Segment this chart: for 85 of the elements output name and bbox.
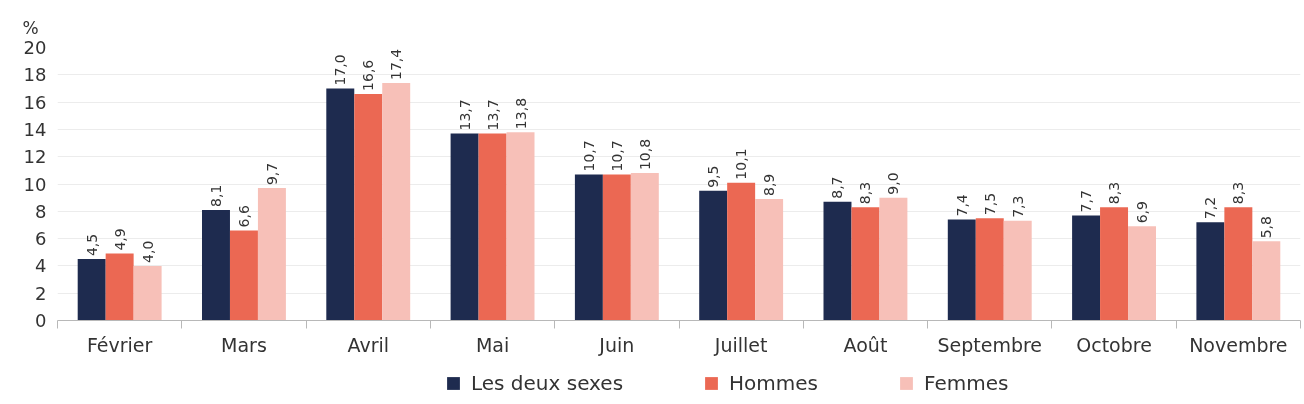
- bar: [257, 188, 286, 321]
- y-tick-label: 14: [23, 118, 47, 140]
- data-label: 9,0: [885, 172, 902, 195]
- data-label: 9,5: [705, 165, 722, 188]
- data-label: 13,7: [484, 99, 501, 131]
- x-tick-label: Mai: [475, 333, 510, 356]
- bar: [1196, 222, 1225, 321]
- data-label: 16,6: [360, 59, 377, 91]
- x-tick-label: Octobre: [1076, 333, 1152, 356]
- bar: [506, 132, 535, 321]
- legend-label: Femmes: [924, 371, 1009, 395]
- legend-label: Hommes: [729, 371, 819, 395]
- data-label: 7,4: [953, 194, 970, 217]
- x-tick-label: Août: [843, 333, 888, 356]
- data-label: 8,1: [207, 184, 224, 207]
- bar: [202, 209, 230, 321]
- x-tick-label: Septembre: [937, 333, 1043, 356]
- data-label: 10,7: [608, 140, 625, 172]
- bar: [823, 201, 852, 321]
- bar: [602, 174, 631, 321]
- x-tick-label: Juin: [598, 333, 635, 356]
- y-axis-title: %: [22, 17, 39, 38]
- x-tick-label: Avril: [347, 333, 389, 356]
- x-tick-label: Février: [86, 333, 153, 356]
- bar: [105, 253, 134, 321]
- y-tick-label: 4: [35, 255, 47, 277]
- x-tick-label: Novembre: [1189, 333, 1288, 356]
- data-label: 8,3: [1106, 181, 1123, 205]
- data-label: 6,6: [235, 205, 252, 228]
- bar: [382, 82, 411, 321]
- bar: [1128, 226, 1156, 321]
- data-label: 10,1: [733, 148, 750, 180]
- data-label: 7,7: [1078, 190, 1095, 213]
- bar: [133, 265, 162, 321]
- bar: [630, 173, 659, 321]
- bar: [755, 199, 784, 321]
- data-label: 5,8: [1258, 216, 1275, 239]
- bar: [326, 88, 355, 321]
- bar: [1003, 220, 1032, 321]
- x-tick-label: Mars: [221, 333, 267, 356]
- bar: [851, 207, 880, 321]
- bar: [1100, 207, 1129, 321]
- y-tick-label: 2: [35, 282, 47, 304]
- data-label: 8,7: [829, 176, 846, 199]
- data-label: 17,4: [388, 48, 405, 80]
- bar: [574, 174, 603, 321]
- bar: [450, 133, 479, 321]
- data-label: 4,9: [111, 228, 128, 251]
- bar: [1224, 207, 1253, 321]
- data-label: 8,9: [761, 173, 778, 197]
- y-tick-label: 10: [23, 173, 47, 195]
- bar: [947, 219, 976, 321]
- bar: [77, 259, 106, 321]
- bar: [879, 197, 908, 321]
- y-tick-label: 8: [35, 200, 47, 222]
- data-label: 7,5: [981, 192, 998, 216]
- legend-label: Les deux sexes: [471, 371, 624, 395]
- bar: [229, 230, 258, 321]
- bar: [1252, 241, 1281, 321]
- data-label: 7,2: [1202, 196, 1219, 220]
- y-tick-label: 0: [35, 310, 47, 331]
- data-label: 9,7: [263, 162, 280, 186]
- x-tick-label: Juillet: [713, 333, 768, 356]
- data-label: 7,3: [1009, 195, 1026, 218]
- data-label: 13,7: [456, 99, 473, 131]
- data-label: 17,0: [332, 54, 349, 86]
- data-label: 6,9: [1134, 201, 1151, 224]
- y-tick-label: 12: [23, 146, 47, 168]
- data-label: 10,8: [636, 138, 653, 171]
- y-tick-label: 6: [35, 228, 47, 250]
- data-label: 4,5: [83, 233, 100, 257]
- data-label: 10,7: [580, 140, 597, 172]
- bar: [478, 133, 507, 321]
- data-label: 4,0: [139, 240, 156, 263]
- y-tick-label: 18: [23, 64, 47, 86]
- y-tick-label: 20: [23, 37, 47, 58]
- bar: [727, 182, 756, 321]
- bar: [354, 93, 383, 321]
- data-label: 8,3: [1230, 181, 1247, 205]
- bar: [1072, 215, 1101, 321]
- data-label: 8,3: [857, 181, 874, 205]
- bar: [699, 190, 728, 321]
- y-tick-label: 16: [23, 91, 47, 113]
- bar: [975, 218, 1004, 321]
- data-label: 13,8: [512, 97, 529, 130]
